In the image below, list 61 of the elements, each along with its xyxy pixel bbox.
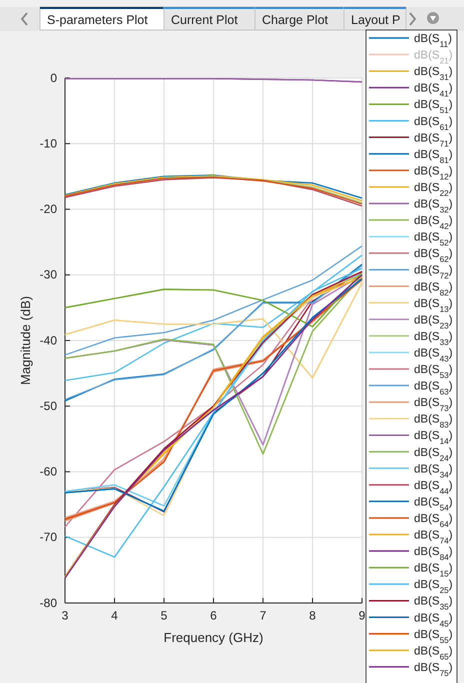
legend-label: dB(S$_{44}$) xyxy=(414,480,453,496)
legend-label: dB(S$_{15}$) xyxy=(414,562,453,578)
x-tick-label: 3 xyxy=(62,608,69,623)
text: S-parameters Plot xyxy=(47,13,148,27)
legend-label: dB(S$_{65}$) xyxy=(414,645,453,661)
legend-label: dB(S$_{84}$) xyxy=(414,546,453,562)
legend-label: dB(S$_{43}$) xyxy=(414,347,453,363)
legend-label: dB(S$_{72}$) xyxy=(414,264,453,280)
y-tick-label: -50 xyxy=(40,398,58,413)
text: Current Plot xyxy=(171,13,238,27)
legend-label: dB(S$_{41}$) xyxy=(414,82,453,98)
legend-label: dB(S$_{13}$) xyxy=(414,298,453,314)
legend-label: dB(S$_{23}$) xyxy=(414,314,453,330)
y-tick-label: -80 xyxy=(40,596,58,610)
legend-label: dB(S$_{55}$) xyxy=(414,628,453,644)
legend-label: dB(S$_{32}$) xyxy=(414,198,453,214)
y-tick-label: -70 xyxy=(40,530,58,544)
legend-label: dB(S$_{51}$) xyxy=(414,99,453,115)
legend-label: dB(S$_{12}$) xyxy=(414,165,453,181)
legend-label: dB(S$_{35}$) xyxy=(414,596,453,612)
y-axis-title: Magnitude (dB) xyxy=(18,296,33,385)
legend-label: dB(S$_{53}$) xyxy=(414,364,453,380)
legend-label: dB(S$_{63}$) xyxy=(414,380,453,396)
legend-label: dB(S$_{45}$) xyxy=(414,612,453,628)
legend-label: dB(S$_{64}$) xyxy=(414,512,453,528)
legend-label: dB(S$_{74}$) xyxy=(414,530,453,545)
x-tick-label: 6 xyxy=(210,608,218,623)
legend-label: dB(S$_{25}$) xyxy=(414,579,453,595)
x-tick-label: 7 xyxy=(260,608,267,623)
legend-label: dB(S$_{24}$) xyxy=(414,446,453,462)
y-tick-label: -30 xyxy=(40,268,58,282)
legend-label: dB(S$_{82}$) xyxy=(414,281,453,297)
legend-label: dB(S$_{71}$) xyxy=(414,132,453,148)
legend-label: dB(S$_{21}$) xyxy=(414,50,453,66)
legend-label: dB(S$_{83}$) xyxy=(414,414,453,430)
y-tick-label: 0 xyxy=(50,70,58,85)
legend-label: dB(S$_{62}$) xyxy=(414,248,453,264)
legend-label: dB(S$_{11}$) xyxy=(414,33,452,48)
legend-label: dB(S$_{61}$) xyxy=(414,116,453,132)
y-tick-label: -20 xyxy=(40,202,58,216)
legend-label: dB(S$_{31}$) xyxy=(414,66,453,82)
x-tick-label: 4 xyxy=(111,608,118,623)
y-tick-label: -60 xyxy=(40,464,58,479)
text: Layout P xyxy=(351,13,400,27)
y-tick-label: -40 xyxy=(40,333,58,348)
legend-label: dB(S$_{33}$) xyxy=(414,330,453,346)
legend-label: dB(S$_{81}$) xyxy=(414,148,453,164)
legend-label: dB(S$_{22}$) xyxy=(414,182,453,198)
legend-label: dB(S$_{14}$) xyxy=(414,430,453,446)
legend-label: dB(S$_{54}$) xyxy=(414,496,453,512)
legend-label: dB(S$_{34}$) xyxy=(414,463,453,479)
x-tick-label: 8 xyxy=(309,608,316,623)
x-tick-label: 9 xyxy=(358,608,366,623)
legend-label: dB(S$_{52}$) xyxy=(414,232,453,248)
text: Charge Plot xyxy=(262,13,329,27)
y-tick-label: -10 xyxy=(40,136,58,150)
x-tick-label: 5 xyxy=(160,608,168,623)
legend-label: dB(S$_{75}$) xyxy=(414,662,453,678)
legend-label: dB(S$_{73}$) xyxy=(414,397,453,413)
x-axis-title: Frequency (GHz) xyxy=(164,630,264,645)
legend-label: dB(S$_{42}$) xyxy=(414,215,453,231)
